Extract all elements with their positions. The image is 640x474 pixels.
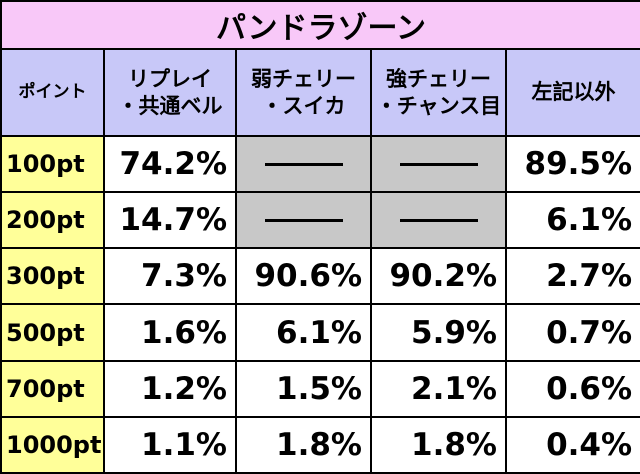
rate-cell: 14.7% [103,191,237,250]
rate-cell: 1.1% [103,415,237,474]
dash-line [264,162,343,166]
empty-cell [235,134,372,194]
column-header: リプレイ ・共通ベル [103,48,237,137]
rate-cell: 0.6% [504,359,640,418]
title-row: パンドラゾーン [0,0,640,50]
dash-line [399,162,478,166]
point-label: 1000pt [0,415,105,474]
point-label: 700pt [0,359,105,418]
column-header: 弱チェリー ・スイカ [235,48,372,137]
header-row: ポイント リプレイ ・共通ベル 弱チェリー ・スイカ 強チェリー ・チャンス目 左記以外 [0,48,640,137]
column-header: 左記以外 [504,48,640,137]
rate-cell: 1.2% [103,359,237,418]
rate-cell: 90.6% [235,247,372,306]
empty-cell [370,134,507,194]
rate-cell: 1.6% [103,303,237,362]
point-label: 200pt [0,191,105,250]
table-row: 300pt 7.3% 90.6% 90.2% 2.7% [0,247,640,306]
rate-cell: 6.1% [235,303,372,362]
point-label: 100pt [0,134,105,194]
table-row: 700pt 1.2% 1.5% 2.1% 0.6% [0,359,640,418]
title: パンドラゾーン [0,0,640,50]
rate-cell: 0.7% [504,303,640,362]
dash-line [264,218,343,222]
rate-cell: 2.7% [504,247,640,306]
table-row: 500pt 1.6% 6.1% 5.9% 0.7% [0,303,640,362]
rate-cell: 5.9% [370,303,507,362]
rate-cell: 6.1% [504,191,640,250]
rate-cell: 0.4% [504,415,640,474]
table-row: 200pt 14.7% 6.1% [0,191,640,250]
table-row: 100pt 74.2% 89.5% [0,134,640,194]
column-header: 強チェリー ・チャンス目 [370,48,507,137]
table-row: 1000pt 1.1% 1.8% 1.8% 0.4% [0,415,640,474]
empty-cell [235,191,372,250]
dash-line [399,218,478,222]
rate-cell: 2.1% [370,359,507,418]
rate-cell: 7.3% [103,247,237,306]
rate-cell: 1.8% [370,415,507,474]
point-label: 300pt [0,247,105,306]
rate-cell: 74.2% [103,134,237,194]
rate-cell: 1.8% [235,415,372,474]
empty-cell [370,191,507,250]
rate-cell: 1.5% [235,359,372,418]
point-label: 500pt [0,303,105,362]
rate-cell: 89.5% [504,134,640,194]
column-header: ポイント [0,48,105,137]
rate-cell: 90.2% [370,247,507,306]
